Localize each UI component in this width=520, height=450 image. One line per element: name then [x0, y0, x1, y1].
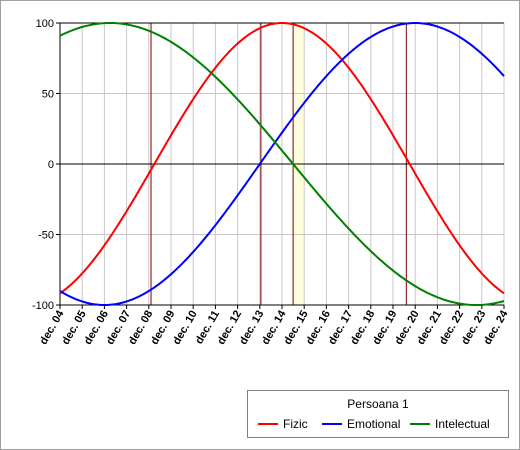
y-tick-label: -50 — [38, 230, 54, 242]
y-tick-label: -100 — [32, 300, 54, 312]
legend-swatch-intelectual — [410, 423, 430, 425]
legend: Persoana 1 Fizic Emotional Intelectual — [247, 390, 509, 438]
legend-label-fizic: Fizic — [283, 417, 308, 431]
legend-label-intelectual: Intelectual — [435, 417, 490, 431]
legend-title: Persoana 1 — [347, 397, 409, 411]
legend-swatch-fizic — [258, 423, 278, 425]
y-tick-label: 50 — [42, 89, 54, 101]
series-line-emotional — [59, 21, 505, 307]
legend-swatch-emotional — [322, 423, 342, 425]
y-tick-label: 0 — [48, 159, 54, 171]
legend-label-emotional: Emotional — [347, 417, 401, 431]
y-tick-label: 100 — [36, 18, 54, 30]
series-line-fizic — [59, 21, 505, 295]
series-line-intelectual — [59, 22, 505, 306]
